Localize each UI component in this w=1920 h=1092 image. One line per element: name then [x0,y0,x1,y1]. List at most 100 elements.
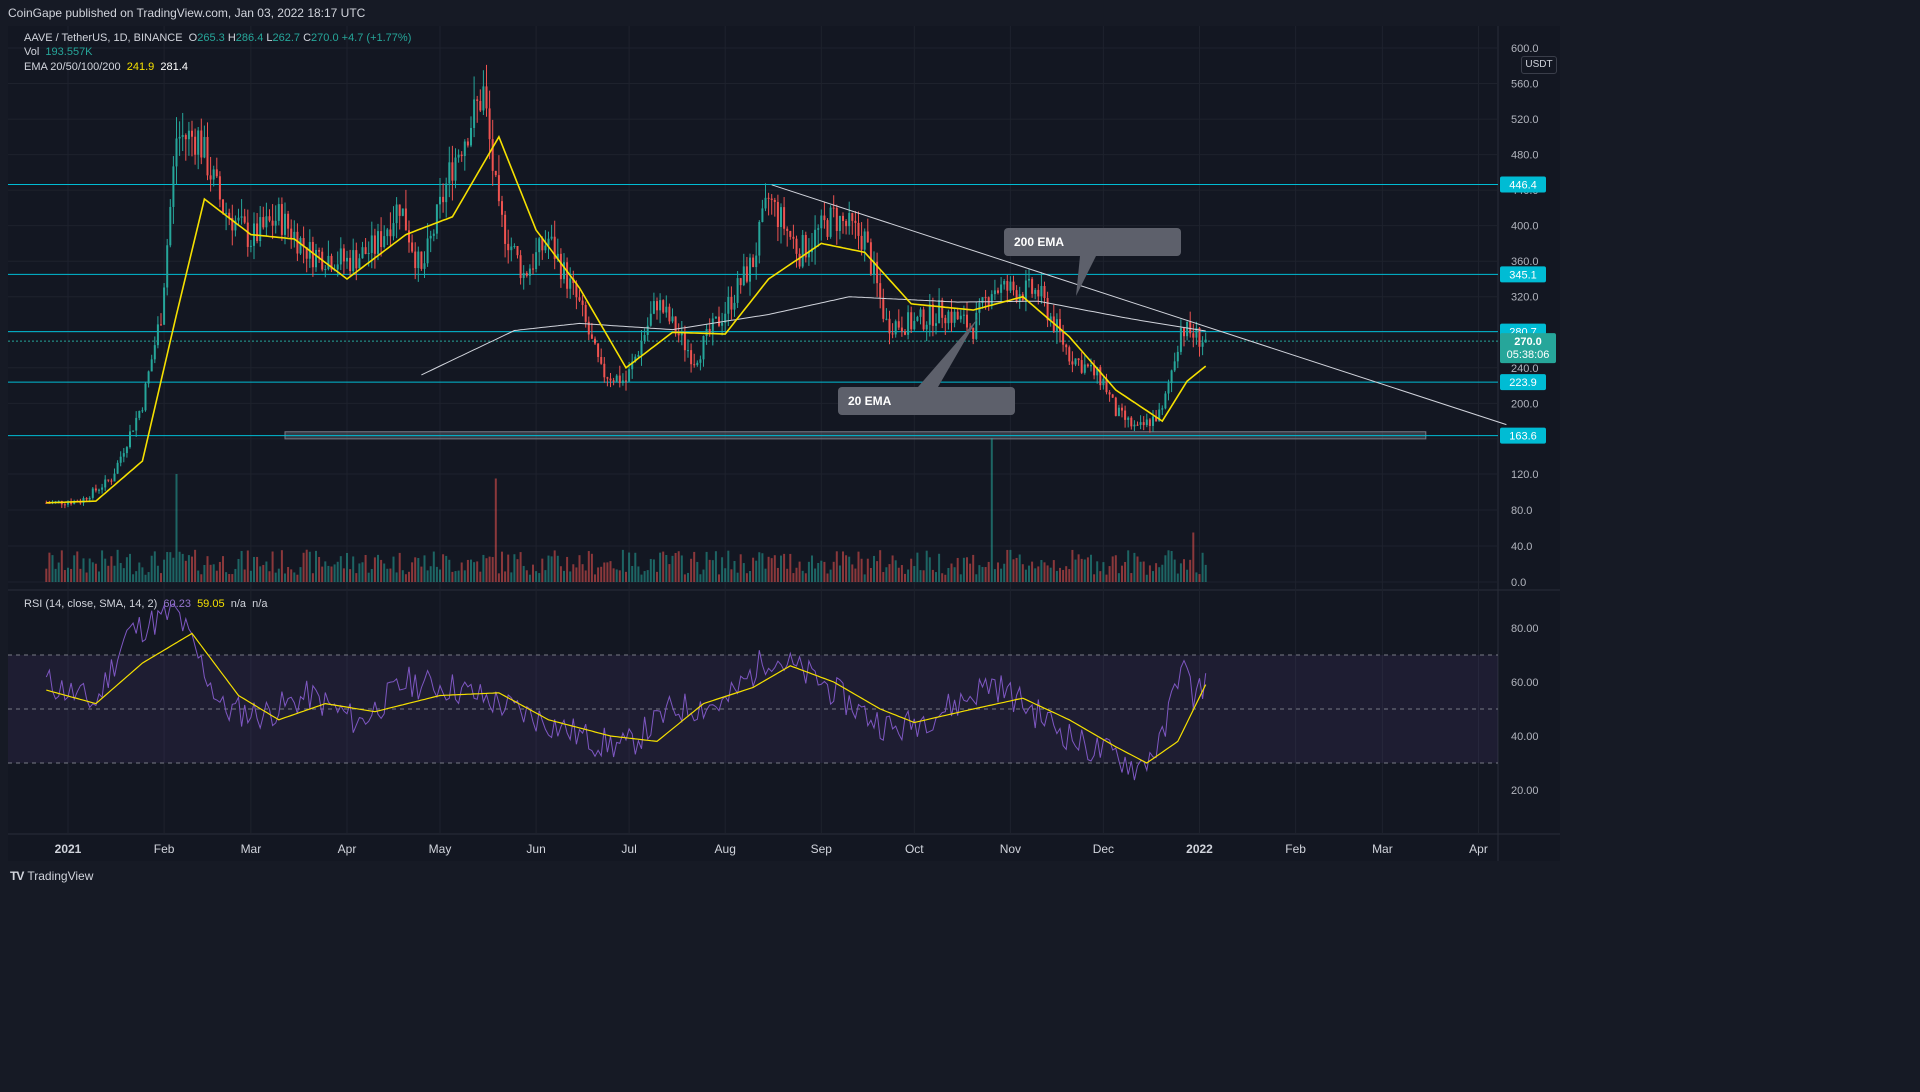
volume-bar [125,557,128,582]
candle-body [1024,280,1027,301]
volume-bar [755,560,758,582]
candle-body [947,311,950,324]
candle-body [163,287,166,325]
chart-canvas[interactable]: 600.0560.0520.0480.0440.0400.0360.0320.0… [8,26,1560,861]
candle-body [1114,397,1117,416]
candle-body [88,497,91,500]
volume-bar [451,571,454,582]
volume-bar [1142,561,1145,582]
volume-bar [590,553,593,582]
candle-body [191,130,193,137]
tradingview-logo[interactable]: TV TradingView [10,869,93,883]
candle-body [773,199,776,202]
candle-body [349,257,352,272]
chart-area[interactable]: 600.0560.0520.0480.0440.0400.0360.0320.0… [8,26,1560,861]
candle-body [153,345,156,360]
volume-bar [1173,559,1176,582]
volume-bar [631,565,634,582]
volume-bar [820,560,823,582]
volume-bar [1124,561,1127,582]
volume-bar [200,574,203,582]
volume-bar [727,550,730,582]
vol-label: Vol [24,46,40,58]
candle-body [882,297,885,319]
candle-body [451,162,454,181]
volume-bar [327,565,330,582]
candle-body [876,261,879,284]
volume-bar [191,556,193,582]
volume-bar [1009,549,1012,582]
candle-body [606,377,609,379]
volume-bar [54,568,57,582]
candle-body [122,453,125,457]
volume-bar [240,550,243,582]
time-tick-label: Apr [1469,842,1488,856]
candle-body [1074,358,1077,365]
ema-label: EMA 20/50/100/200 [24,61,121,73]
candle-body [928,304,931,325]
volume-bar [1031,561,1034,582]
symbol-label: AAVE / TetherUS, 1D, BINANCE [24,32,183,44]
volume-bar [962,557,965,582]
rsi-legend: RSI (14, close, SMA, 14, 2) 60.23 59.05 … [24,598,267,610]
candle-body [1093,364,1096,376]
candle-body [463,141,466,157]
low-value: 262.7 [272,32,301,44]
candle-body [284,213,286,235]
volume-bar [956,557,959,582]
volume-bar [377,554,379,582]
candle-body [578,297,581,301]
volume-bar [1111,556,1114,582]
volume-bar [389,568,392,582]
candle-body [129,431,131,448]
current-price-box [1500,333,1556,364]
candle-body [913,320,916,330]
volume-bar [473,562,476,582]
candle-body [1183,327,1185,337]
currency-badge[interactable]: USDT [1521,56,1557,74]
candle-body [866,231,869,243]
volume-bar [339,556,342,582]
volume-bar [981,566,984,582]
candle-body [649,313,652,326]
candle-body [525,273,528,276]
candle-body [1090,364,1092,367]
volume-bar [600,566,603,582]
candle-body [804,234,807,258]
level-label-text: 163.6 [1509,431,1537,443]
candle-body [132,430,135,432]
volume-bar [1086,557,1089,582]
candle-body [203,136,206,158]
candle-body [470,127,472,146]
candle-body [724,313,727,323]
candle-body [1145,419,1148,426]
volume-bar [863,574,866,582]
candle-body [972,327,975,339]
candle-body [510,246,513,251]
candle-body [851,213,854,221]
candle-body [984,297,987,299]
candle-body [1031,278,1034,294]
volume-bar [1049,567,1052,582]
candle-body [364,247,367,254]
close-value: 270.0 [311,32,339,44]
candle-body [290,228,293,240]
candle-body [346,257,348,262]
candle-body [454,157,457,181]
candle-body [832,207,835,209]
volume-bar [662,551,665,582]
volume-bar [386,568,389,582]
volume-bar [913,566,916,582]
candle-body [860,235,863,250]
candle-body [966,314,968,328]
volume-bar [1127,550,1130,582]
annotation-200-ema[interactable]: 200 EMA [1004,228,1181,256]
volume-bar [479,571,482,582]
volume-bar [978,565,981,582]
volume-bar [606,562,609,582]
candle-body [1155,416,1158,422]
volume-bar [1139,561,1142,582]
candle-body [473,99,476,128]
annotation-20-ema[interactable]: 20 EMA [838,387,1015,415]
ema-legend: EMA 20/50/100/200 241.9 281.4 [24,61,188,73]
